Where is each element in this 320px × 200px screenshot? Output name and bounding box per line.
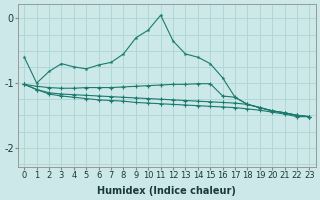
X-axis label: Humidex (Indice chaleur): Humidex (Indice chaleur) <box>98 186 236 196</box>
